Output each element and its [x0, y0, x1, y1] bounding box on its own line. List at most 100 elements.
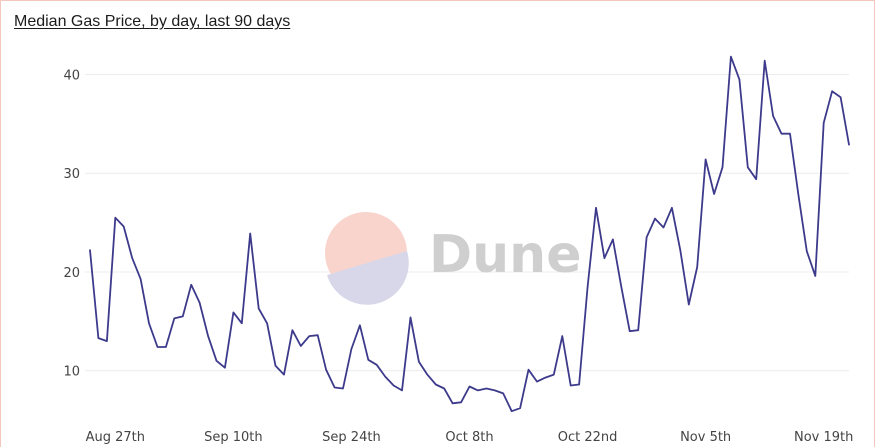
data-point[interactable]	[594, 205, 599, 210]
data-point[interactable]	[703, 157, 708, 162]
data-point[interactable]	[172, 316, 177, 321]
data-point[interactable]	[585, 284, 590, 289]
y-tick-label: 10	[63, 365, 80, 380]
data-point[interactable]	[543, 375, 548, 380]
data-point[interactable]	[745, 165, 750, 170]
data-point[interactable]	[737, 77, 742, 82]
data-point[interactable]	[577, 382, 582, 387]
data-point[interactable]	[231, 310, 236, 315]
y-tick-label: 40	[63, 68, 80, 83]
data-point[interactable]	[349, 347, 354, 352]
data-point[interactable]	[501, 391, 506, 396]
data-point[interactable]	[374, 362, 379, 367]
data-point[interactable]	[788, 131, 793, 136]
data-point[interactable]	[197, 300, 202, 305]
data-point[interactable]	[138, 276, 143, 281]
data-point[interactable]	[256, 306, 261, 311]
data-point[interactable]	[847, 142, 852, 147]
data-point[interactable]	[189, 282, 194, 287]
data-point[interactable]	[315, 333, 320, 338]
data-point[interactable]	[568, 383, 573, 388]
data-point[interactable]	[332, 385, 337, 390]
data-point[interactable]	[627, 329, 632, 334]
data-point[interactable]	[239, 321, 244, 326]
data-point[interactable]	[771, 114, 776, 119]
data-point[interactable]	[754, 177, 759, 182]
data-point[interactable]	[96, 336, 101, 341]
data-point[interactable]	[728, 54, 733, 59]
data-point[interactable]	[838, 95, 843, 100]
data-point[interactable]	[712, 192, 717, 197]
data-point[interactable]	[298, 344, 303, 349]
grid-lines	[85, 73, 849, 372]
data-point[interactable]	[518, 406, 523, 411]
data-point[interactable]	[433, 382, 438, 387]
data-point[interactable]	[695, 265, 700, 270]
dune-watermark-text: Dune	[429, 225, 581, 285]
x-tick-label: Oct 22nd	[558, 430, 618, 445]
data-point[interactable]	[526, 367, 531, 372]
data-point[interactable]	[720, 165, 725, 170]
data-point[interactable]	[104, 339, 109, 344]
data-point[interactable]	[796, 192, 801, 197]
data-point[interactable]	[602, 256, 607, 261]
data-point[interactable]	[357, 323, 362, 328]
data-point[interactable]	[425, 372, 430, 377]
data-point[interactable]	[366, 357, 371, 362]
data-point[interactable]	[475, 388, 480, 393]
data-point[interactable]	[147, 321, 152, 326]
data-point[interactable]	[88, 248, 93, 253]
data-point[interactable]	[492, 388, 497, 393]
data-point[interactable]	[214, 358, 219, 363]
data-point[interactable]	[644, 235, 649, 240]
data-point[interactable]	[391, 383, 396, 388]
data-point[interactable]	[821, 120, 826, 125]
data-point[interactable]	[324, 367, 329, 372]
data-point[interactable]	[830, 89, 835, 94]
data-point[interactable]	[180, 314, 185, 319]
data-point[interactable]	[636, 328, 641, 333]
data-point[interactable]	[484, 386, 489, 391]
data-point[interactable]	[222, 365, 227, 370]
data-point[interactable]	[686, 302, 691, 307]
data-point[interactable]	[619, 284, 624, 289]
data-point[interactable]	[341, 386, 346, 391]
data-point[interactable]	[130, 256, 135, 261]
series-line-median-gas-price	[89, 55, 850, 413]
data-point[interactable]	[560, 334, 565, 339]
data-point[interactable]	[450, 401, 455, 406]
data-point[interactable]	[653, 216, 658, 221]
data-point[interactable]	[442, 386, 447, 391]
data-point[interactable]	[408, 315, 413, 320]
data-point[interactable]	[813, 273, 818, 278]
data-point[interactable]	[551, 372, 556, 377]
data-point[interactable]	[113, 215, 118, 220]
x-tick-label: Sep 10th	[204, 430, 263, 445]
data-point[interactable]	[779, 131, 784, 136]
data-point[interactable]	[290, 328, 295, 333]
data-point[interactable]	[416, 359, 421, 364]
data-point[interactable]	[467, 384, 472, 389]
data-point[interactable]	[762, 58, 767, 63]
chart-title[interactable]: Median Gas Price, by day, last 90 days	[14, 13, 291, 30]
data-point[interactable]	[669, 205, 674, 210]
data-point[interactable]	[163, 345, 168, 350]
data-point[interactable]	[273, 363, 278, 368]
data-point[interactable]	[661, 225, 666, 230]
data-point[interactable]	[535, 379, 540, 384]
data-point[interactable]	[804, 249, 809, 254]
data-point[interactable]	[610, 237, 615, 242]
data-point[interactable]	[155, 345, 160, 350]
data-point[interactable]	[678, 248, 683, 253]
data-point[interactable]	[265, 321, 270, 326]
data-point[interactable]	[206, 334, 211, 339]
data-point[interactable]	[282, 372, 287, 377]
dune-logo-lower-icon	[327, 251, 409, 305]
data-point[interactable]	[509, 409, 514, 414]
data-point[interactable]	[400, 388, 405, 393]
data-point[interactable]	[383, 374, 388, 379]
data-point[interactable]	[248, 231, 253, 236]
data-point[interactable]	[307, 334, 312, 339]
data-point[interactable]	[459, 400, 464, 405]
data-point[interactable]	[121, 224, 126, 229]
